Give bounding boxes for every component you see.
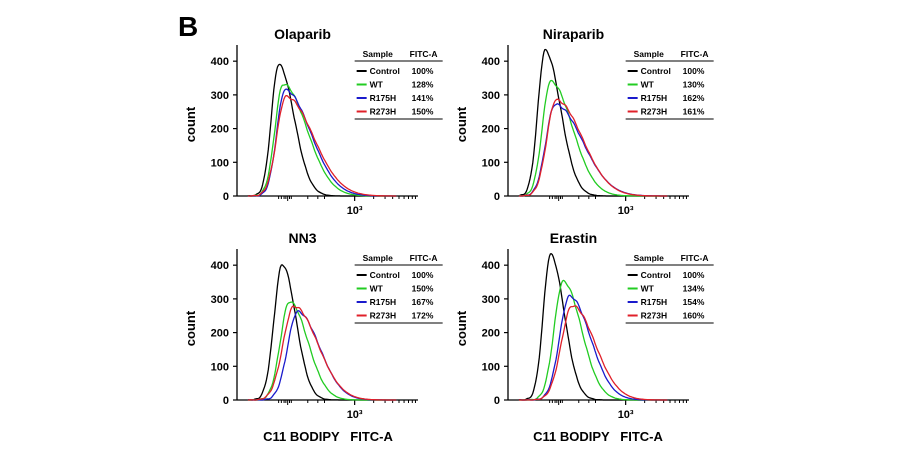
legend-sample: WT (370, 284, 384, 294)
plot-olaparib: Olaparib count 0 100 200 300 400 10³ Sample FITC-… (183, 26, 443, 217)
legend-sample: R273H (641, 107, 667, 117)
series-line-r273h (247, 94, 397, 197)
legend-sample: R273H (370, 311, 396, 321)
legend-value: 141% (412, 93, 434, 103)
x-tick-label: 10³ (347, 409, 363, 421)
x-axis-label-left: C11 BODIPY FITC-A (263, 429, 393, 444)
y-tick-label: 200 (482, 328, 500, 340)
y-tick-label: 100 (211, 157, 229, 169)
y-tick-label: 0 (494, 395, 500, 407)
x-axis-label-right: C11 BODIPY FITC-A (533, 429, 663, 444)
y-tick-label: 300 (211, 294, 229, 306)
y-tick-label: 300 (211, 90, 229, 102)
legend-value: 160% (683, 311, 705, 321)
plot-erastin: Erastin count 0 100 200 300 400 10³ Sample FITC-A… (454, 230, 714, 421)
x-tick-label: 10³ (618, 205, 634, 217)
legend-sample: R175H (641, 297, 667, 307)
x-tick-label: 10³ (618, 409, 634, 421)
plot-niraparib: Niraparib count 0 100 200 300 400 10³ Sample FITC… (454, 26, 714, 217)
legend-sample: R273H (641, 311, 667, 321)
y-tick-label: 100 (482, 157, 500, 169)
series-line-r273h (518, 98, 668, 197)
legend-value: 167% (412, 297, 434, 307)
legend-value: 100% (683, 270, 705, 280)
legend-sample: Control (370, 270, 400, 280)
series-line-r273h (247, 305, 397, 401)
y-tick-label: 100 (482, 361, 500, 373)
legend-sample: WT (641, 284, 655, 294)
legend-sample: Control (370, 66, 400, 76)
legend-sample: WT (641, 80, 655, 90)
y-tick-label: 400 (211, 260, 229, 272)
legend-header-sample: Sample (634, 253, 665, 263)
series-line-r175h (518, 103, 668, 197)
plot-grid: Olaparib count 0 100 200 300 400 10³ Sample FITC-… (183, 26, 714, 421)
y-tick-label: 0 (223, 395, 229, 407)
chart-title: Erastin (550, 230, 597, 246)
legend-value: 161% (683, 107, 705, 117)
legend-sample: R175H (370, 93, 396, 103)
legend-value: 130% (683, 80, 705, 90)
y-tick-label: 300 (482, 294, 500, 306)
legend-value: 150% (412, 284, 434, 294)
chart-title: Niraparib (543, 26, 604, 42)
legend-value: 134% (683, 284, 705, 294)
y-tick-label: 400 (482, 56, 500, 68)
legend-value: 150% (412, 107, 434, 117)
legend-header-sample: Sample (634, 49, 665, 59)
legend-value: 100% (412, 270, 434, 280)
legend-sample: R273H (370, 107, 396, 117)
plot-nn3: NN3 count 0 100 200 300 400 10³ Sample FITC-A Cont… (183, 230, 443, 421)
chart-title: Olaparib (274, 26, 331, 42)
y-tick-label: 0 (223, 191, 229, 203)
y-axis-label: count (183, 310, 198, 346)
y-axis-label: count (454, 106, 469, 142)
legend-header-value: FITC-A (410, 49, 438, 59)
chart-title: NN3 (288, 230, 316, 246)
legend-value: 100% (412, 66, 434, 76)
y-tick-label: 400 (482, 260, 500, 272)
legend-sample: R175H (370, 297, 396, 307)
legend-header-sample: Sample (363, 253, 394, 263)
legend-header-sample: Sample (363, 49, 394, 59)
y-axis-label: count (183, 106, 198, 142)
y-axis-label: count (454, 310, 469, 346)
x-tick-label: 10³ (347, 205, 363, 217)
y-tick-label: 200 (211, 328, 229, 340)
legend-value: 154% (683, 297, 705, 307)
legend-value: 162% (683, 93, 705, 103)
panel-label: B (178, 11, 198, 42)
legend-header-value: FITC-A (410, 253, 438, 263)
y-tick-label: 100 (211, 361, 229, 373)
legend-header-value: FITC-A (681, 253, 709, 263)
legend-value: 172% (412, 311, 434, 321)
legend-header-value: FITC-A (681, 49, 709, 59)
legend-sample: Control (641, 270, 671, 280)
series-line-r175h (247, 88, 397, 197)
y-tick-label: 200 (482, 124, 500, 136)
y-tick-label: 400 (211, 56, 229, 68)
series-line-r273h (518, 305, 668, 401)
legend-sample: R175H (641, 93, 667, 103)
y-tick-label: 200 (211, 124, 229, 136)
y-tick-label: 300 (482, 90, 500, 102)
y-tick-label: 0 (494, 191, 500, 203)
legend-value: 128% (412, 80, 434, 90)
legend-value: 100% (683, 66, 705, 76)
legend-sample: Control (641, 66, 671, 76)
legend-sample: WT (370, 80, 384, 90)
